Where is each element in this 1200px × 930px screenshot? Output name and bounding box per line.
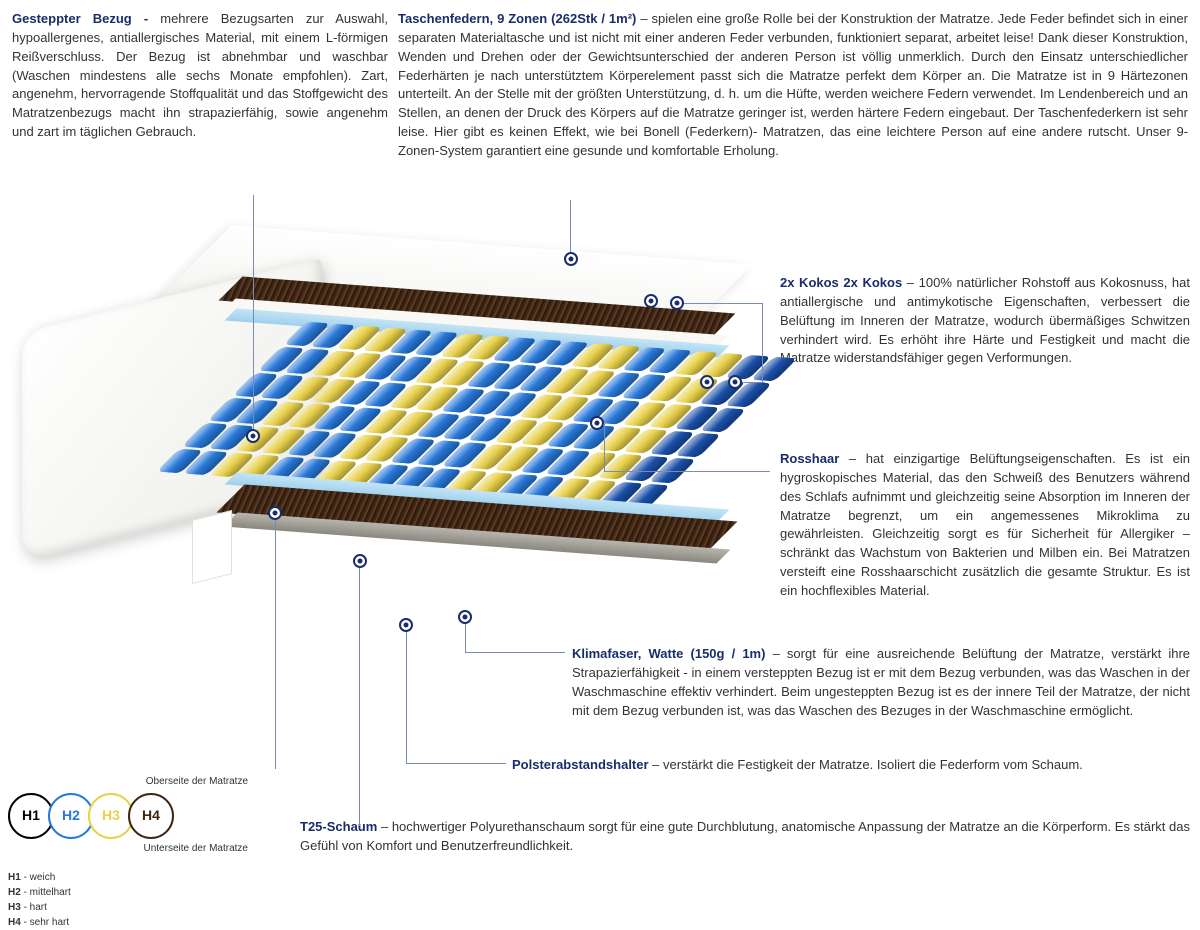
marker-klimafaser: [458, 610, 472, 624]
rosshaar-callout: Rosshaar – hat einzigartige Belüftungsei…: [780, 450, 1190, 601]
marker-kokos-3: [700, 375, 714, 389]
klimafaser-title: Klimafaser, Watte (150g / 1m): [572, 646, 765, 661]
t25-body: – hochwertiger Polyurethanschaum sorgt f…: [300, 819, 1190, 853]
legend-circles: H1H2H3H4: [8, 793, 288, 839]
polster-callout: Polsterabstandshalter – verstärkt die Fe…: [512, 756, 1190, 775]
line-bezug-v: [253, 195, 254, 430]
legend-key-row: H3 - hart: [8, 900, 288, 915]
bezug-paragraph: Gesteppter Bezug - mehrere Bezugsarten z…: [12, 10, 388, 142]
kokos-title: 2x Kokos: [843, 275, 902, 290]
marker-t25: [353, 554, 367, 568]
marker-taschenfedern: [564, 252, 578, 266]
line-kokos-h1: [682, 303, 762, 304]
mattress-illustration: [12, 255, 772, 635]
line-klima-v: [465, 623, 466, 653]
t25-callout: T25-Schaum – hochwertiger Polyurethansch…: [300, 818, 1190, 856]
legend-circle-h4: H4: [128, 793, 174, 839]
klimafaser-callout: Klimafaser, Watte (150g / 1m) – sorgt fü…: [572, 645, 1190, 720]
legend-key-row: H1 - weich: [8, 870, 288, 885]
kokos-heading: 2x Kokos: [780, 275, 839, 290]
legend-bottom-label: Unterseite der Matratze: [8, 842, 248, 857]
t25-title: T25-Schaum: [300, 819, 377, 834]
line-ross-v: [604, 422, 605, 472]
legend-key-row: H2 - mittelhart: [8, 885, 288, 900]
rosshaar-body: – hat einzigartige Belüftungseigenschaft…: [780, 451, 1190, 598]
hardness-legend: Oberseite der Matratze H1H2H3H4 Untersei…: [8, 775, 288, 930]
legend-key-row: H4 - sehr hart: [8, 915, 288, 930]
taschenfedern-paragraph: Taschenfedern, 9 Zonen (262Stk / 1m²) – …: [398, 10, 1188, 161]
line-klima-h: [465, 652, 565, 653]
rosshaar-title: Rosshaar: [780, 451, 839, 466]
polster-title: Polsterabstandshalter: [512, 757, 649, 772]
bezug-title: Gesteppter Bezug -: [12, 11, 160, 26]
line-ross-h: [604, 471, 770, 472]
kokos-callout: 2x Kokos 2x Kokos – 100% natürlicher Roh…: [780, 274, 1190, 368]
legend-key: H1 - weichH2 - mittelhartH3 - hartH4 - s…: [8, 870, 288, 930]
line-t25-v: [359, 568, 360, 826]
line-kokos-v: [762, 303, 763, 383]
marker-kokos-2: [670, 296, 684, 310]
line-extra-v: [275, 519, 276, 769]
marker-kokos-4: [728, 375, 742, 389]
legend-top-label: Oberseite der Matratze: [8, 775, 248, 790]
marker-rosshaar: [590, 416, 604, 430]
bezug-body: mehrere Bezugsarten zur Auswahl, hypoall…: [12, 11, 388, 139]
line-polster-h: [406, 763, 506, 764]
taschenfedern-body: – spielen eine große Rolle bei der Konst…: [398, 11, 1188, 158]
taschenfedern-title: Taschenfedern, 9 Zonen (262Stk / 1m²): [398, 11, 636, 26]
line-federn-v: [570, 200, 571, 254]
marker-extra: [268, 506, 282, 520]
cut-face: [192, 510, 232, 584]
marker-polster: [399, 618, 413, 632]
marker-kokos-1: [644, 294, 658, 308]
kokos-body: – 100% natürlicher Rohstoff aus Kokosnus…: [780, 275, 1190, 365]
marker-bezug: [246, 429, 260, 443]
polster-body: – verstärkt die Festigkeit der Matratze.…: [649, 757, 1083, 772]
line-polster-v: [406, 630, 407, 764]
